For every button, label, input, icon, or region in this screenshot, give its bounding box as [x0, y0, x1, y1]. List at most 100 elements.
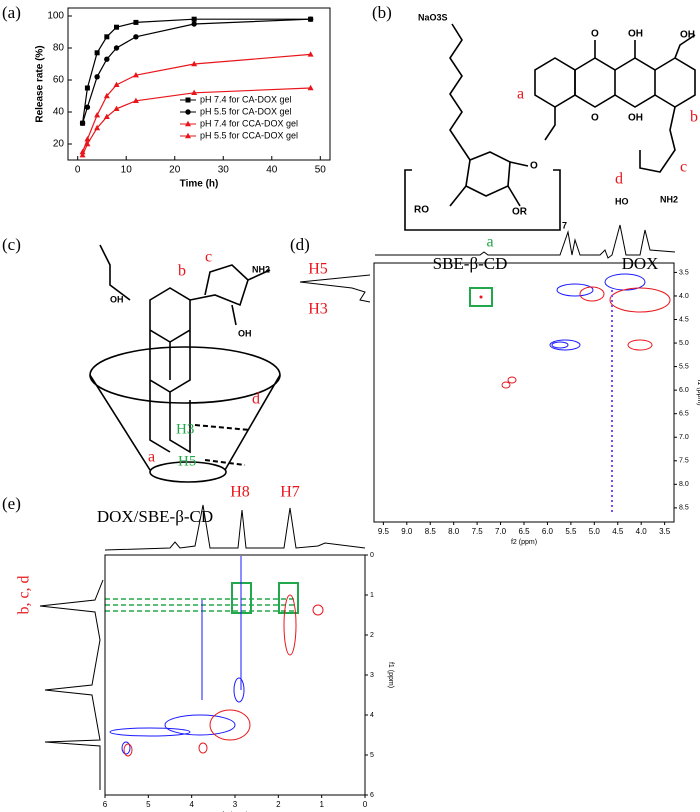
y-tick-label: 3	[370, 672, 374, 679]
marker	[79, 120, 86, 126]
svg-text:O: O	[591, 29, 599, 40]
marker	[84, 104, 91, 110]
proton-label: d	[252, 391, 260, 408]
marker	[103, 92, 110, 99]
proton-label: a	[148, 449, 155, 466]
x-tick-label: 3.5	[659, 527, 671, 536]
x-tick-label: 8.0	[448, 527, 460, 536]
marker	[191, 60, 198, 67]
marker	[191, 21, 197, 27]
marker	[191, 89, 198, 95]
svg-text:OH: OH	[238, 328, 252, 338]
proton-label: c	[680, 159, 687, 176]
x-tick-label: 7.0	[495, 527, 507, 536]
panel-label: (a)	[2, 3, 21, 22]
y-tick-label: 1	[370, 592, 374, 599]
x-tick-label: 4.5	[612, 527, 624, 536]
legend-label: pH 7.4 for CA-DOX gel	[200, 94, 292, 104]
y-tick-label: 100	[47, 11, 64, 22]
marker	[94, 124, 101, 131]
proton-label: H5	[178, 453, 196, 469]
y-tick-label: 7.0	[679, 434, 689, 441]
group-label: NaO3S	[418, 12, 448, 22]
x-tick-label: 6.5	[518, 527, 530, 536]
y-axis-label: f1 (ppm)	[696, 379, 700, 405]
proton-label: c	[205, 249, 212, 266]
marker	[132, 72, 139, 78]
peak-label: H5	[308, 261, 328, 278]
proton-label: a	[517, 86, 524, 103]
marker	[84, 136, 91, 142]
x-tick-label: 0	[75, 165, 81, 176]
x-tick-label: 9.0	[401, 527, 413, 536]
y-tick-label: 80	[53, 43, 65, 54]
x-tick-label: 4.0	[636, 527, 648, 536]
y-tick-label: 4.0	[679, 293, 689, 300]
marker	[84, 85, 90, 91]
x-axis-label: f2 (ppm)	[511, 539, 537, 546]
svg-text:OH: OH	[110, 294, 124, 304]
svg-text:O: O	[591, 113, 599, 124]
marker	[185, 132, 191, 139]
x-tick-label: 7.5	[472, 527, 484, 536]
x-tick-label: 40	[266, 165, 278, 176]
proton-label: b	[690, 109, 698, 126]
svg-text:NH2: NH2	[252, 264, 270, 274]
svg-text:RO: RO	[414, 205, 429, 216]
marker	[94, 50, 100, 56]
marker	[94, 74, 100, 80]
svg-text:NH2: NH2	[660, 194, 678, 204]
peak-label: H7	[280, 484, 300, 501]
x-tick-label: 8.5	[425, 527, 437, 536]
svg-text:7: 7	[562, 220, 567, 230]
nmr-e-spectra	[39, 504, 366, 790]
x-tick-label: 30	[218, 165, 230, 176]
y-tick-label: 2	[370, 632, 374, 639]
svg-text:O: O	[530, 161, 538, 172]
x-tick-label: 10	[121, 165, 133, 176]
y-tick-label: 5.0	[679, 340, 689, 347]
peak-label: H8	[230, 484, 250, 501]
y-tick-label: 4	[370, 712, 374, 719]
x-tick-label: 50	[315, 165, 327, 176]
series-line	[81, 18, 311, 124]
x-tick-label: 4	[189, 800, 194, 809]
legend-label: pH 7.4 for CCA-DOX gel	[200, 118, 298, 128]
svg-text:OH: OH	[680, 30, 695, 41]
x-tick-label: 2	[276, 800, 281, 809]
svg-text:OR: OR	[512, 207, 528, 218]
y-tick-label: 6	[370, 792, 374, 799]
panel-label: (c)	[2, 235, 21, 254]
dox-structure: O OH OH O OH NH2 HO DOX a b c d	[517, 29, 698, 273]
nmr-frame	[373, 262, 675, 523]
y-axis-label: f1 (ppm)	[387, 662, 394, 688]
marker	[307, 51, 314, 57]
proton-label: H3	[176, 421, 194, 437]
x-tick-label: 3	[233, 800, 238, 809]
peak-label: H3	[308, 301, 328, 318]
marker	[132, 97, 139, 103]
marker	[114, 24, 120, 30]
series-line	[81, 53, 311, 153]
y-axis-label: Release rate (%)	[35, 45, 46, 122]
y-tick-label: 4.5	[679, 316, 689, 323]
x-tick-label: 0	[363, 800, 368, 809]
marker	[113, 45, 120, 51]
complex-structure: NH2 OH OH a b c d H3 H5 DOX/SBE-β-CD	[89, 244, 281, 526]
marker	[104, 34, 110, 40]
panel-label: (b)	[372, 3, 392, 22]
y-tick-label: 6.0	[679, 387, 689, 394]
series-line	[82, 87, 311, 156]
nmr-d-spectra	[299, 224, 676, 512]
marker	[113, 81, 120, 87]
marker	[133, 19, 139, 25]
marker	[113, 105, 120, 111]
marker	[79, 152, 86, 158]
x-tick-label: 1	[319, 800, 324, 809]
svg-text:HO: HO	[615, 196, 629, 206]
x-tick-label: 6.0	[542, 527, 554, 536]
nmr-frame	[104, 554, 366, 796]
y-tick-label: 40	[53, 107, 65, 118]
y-tick-label: 20	[53, 139, 65, 150]
